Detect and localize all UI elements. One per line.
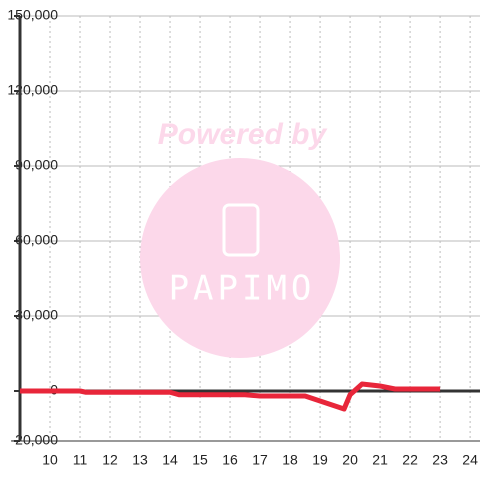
x-tick-label: 22 <box>402 452 418 468</box>
y-tick-label: 30,000 <box>15 307 58 323</box>
x-tick-label: 13 <box>132 452 148 468</box>
y-tick-label: -20,000 <box>11 432 59 448</box>
x-tick-label: 10 <box>42 452 58 468</box>
y-tick-label: 150,000 <box>7 7 58 23</box>
x-tick-label: 11 <box>73 452 88 468</box>
x-tick-label: 20 <box>342 452 358 468</box>
x-tick-label: 15 <box>192 452 208 468</box>
y-tick-label: 60,000 <box>15 232 58 248</box>
watermark-circle <box>140 158 340 358</box>
y-tick-label: 90,000 <box>15 157 58 173</box>
watermark-title: Powered by <box>158 118 328 151</box>
line <box>20 381 441 412</box>
watermark: Powered by PAPIMO <box>140 118 340 358</box>
watermark-logo: PAPIMO <box>169 269 316 309</box>
x-tick-label: 19 <box>312 452 328 468</box>
x-tick-label: 24 <box>462 452 478 468</box>
x-tick-label: 23 <box>432 452 448 468</box>
x-tick-label: 14 <box>162 452 178 468</box>
x-tick-label: 12 <box>102 452 118 468</box>
x-tick-label: 17 <box>252 452 268 468</box>
x-tick-label: 21 <box>372 452 388 468</box>
watermark-phone <box>222 203 260 257</box>
y-tick-label: 120,000 <box>7 82 58 98</box>
x-tick-label: 18 <box>282 452 298 468</box>
x-tick-label: 16 <box>222 452 238 468</box>
